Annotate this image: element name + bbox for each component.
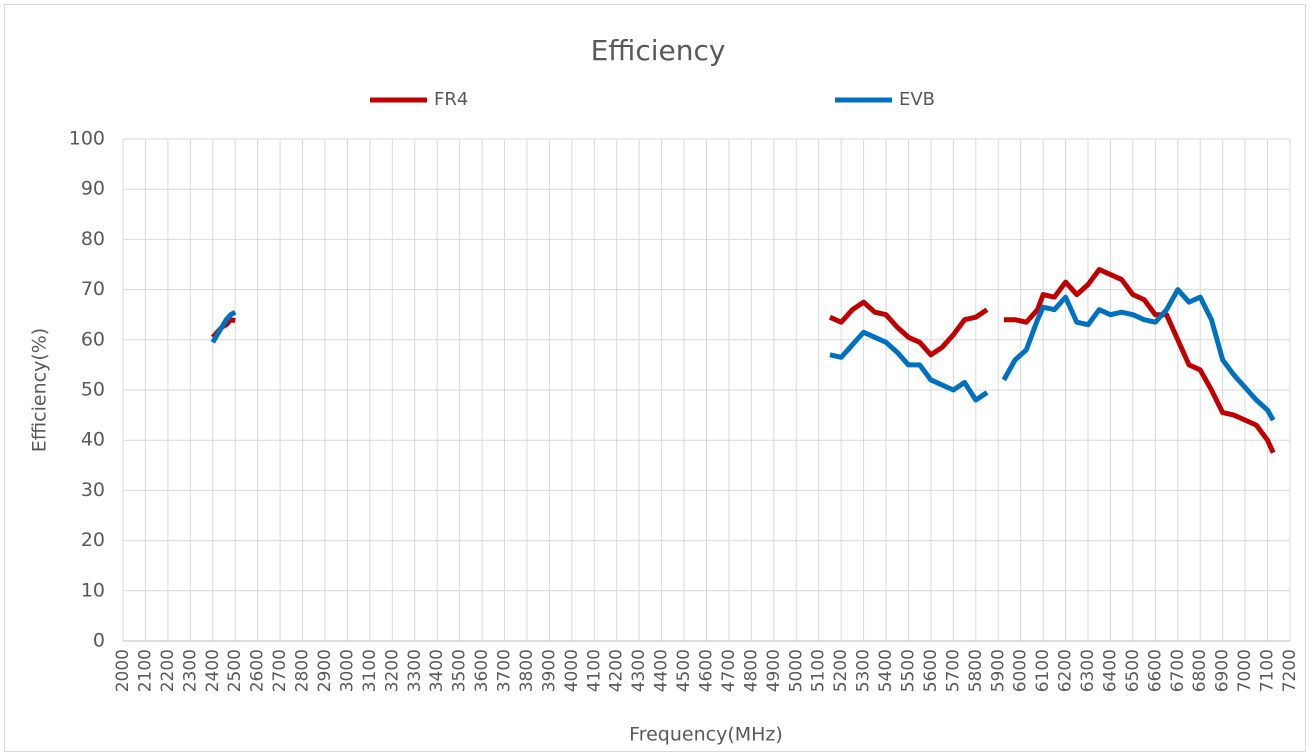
x-tick-label: 2400: [203, 649, 223, 692]
x-tick-label: 2700: [270, 649, 290, 692]
x-tick-label: 4200: [607, 649, 627, 692]
x-tick-label: 4100: [584, 649, 604, 692]
x-tick-label: 3100: [360, 649, 380, 692]
x-tick-label: 4800: [741, 649, 761, 692]
x-tick-label: 3600: [472, 649, 492, 692]
x-tick-label: 2000: [113, 649, 133, 692]
y-tick-label: 40: [81, 429, 105, 451]
x-tick-label: 6400: [1100, 649, 1120, 692]
x-tick-label: 5400: [876, 649, 896, 692]
x-tick-label: 3200: [382, 649, 402, 692]
x-tick-label: 2900: [315, 649, 335, 692]
x-tick-label: 2500: [225, 649, 245, 692]
x-tick-label: 4400: [652, 649, 672, 692]
x-tick-label: 5900: [988, 649, 1008, 692]
x-tick-label: 5600: [921, 649, 941, 692]
x-tick-label: 3400: [427, 649, 447, 692]
y-tick-label: 20: [81, 529, 105, 551]
x-tick-label: 6100: [1033, 649, 1053, 692]
x-tick-label: 3700: [495, 649, 515, 692]
x-axis-title: Frequency(MHz): [629, 724, 783, 746]
y-tick-label: 10: [81, 579, 105, 601]
x-tick-label: 6700: [1168, 649, 1188, 692]
x-tick-label: 5100: [809, 649, 829, 692]
x-tick-label: 3800: [517, 649, 537, 692]
y-tick-label: 30: [81, 479, 105, 501]
y-tick-label: 0: [93, 630, 105, 652]
x-tick-label: 7000: [1235, 649, 1255, 692]
x-tick-label: 7100: [1258, 649, 1278, 692]
y-tick-label: 100: [69, 128, 105, 150]
x-tick-label: 4700: [719, 649, 739, 692]
x-tick-label: 6500: [1123, 649, 1143, 692]
x-tick-label: 4500: [674, 649, 694, 692]
y-tick-label: 80: [81, 228, 105, 250]
x-tick-label: 6600: [1145, 649, 1165, 692]
x-tick-label: 5800: [966, 649, 986, 692]
x-tick-label: 4300: [629, 649, 649, 692]
x-tick-label: 6200: [1056, 649, 1076, 692]
x-tick-label: 4600: [697, 649, 717, 692]
x-tick-label: 4000: [562, 649, 582, 692]
x-tick-label: 5300: [854, 649, 874, 692]
x-tick-label: 2600: [248, 649, 268, 692]
x-tick-label: 3300: [405, 649, 425, 692]
x-tick-label: 6800: [1190, 649, 1210, 692]
y-tick-label: 70: [81, 278, 105, 300]
y-tick-label: 90: [81, 178, 105, 200]
x-tick-label: 6900: [1213, 649, 1233, 692]
x-tick-label: 6000: [1011, 649, 1031, 692]
legend-label: FR4: [434, 89, 468, 110]
x-tick-label: 3500: [450, 649, 470, 692]
x-tick-label: 5200: [831, 649, 851, 692]
chart-title: Efficiency: [591, 34, 726, 67]
x-tick-label: 3000: [337, 649, 357, 692]
x-tick-label: 4900: [764, 649, 784, 692]
chart-border: [4, 4, 1306, 752]
x-tick-label: 3900: [539, 649, 559, 692]
x-tick-label: 7200: [1280, 649, 1300, 692]
legend-label: EVB: [899, 89, 935, 110]
y-tick-label: 50: [81, 379, 105, 401]
data-line: [210, 287, 1276, 422]
x-tick-label: 5700: [943, 649, 963, 692]
x-tick-label: 2300: [180, 649, 200, 692]
x-tick-label: 6300: [1078, 649, 1098, 692]
x-tick-label: 2100: [135, 649, 155, 692]
x-tick-label: 2800: [293, 649, 313, 692]
x-tick-label: 2200: [158, 649, 178, 692]
y-tick-label: 60: [81, 328, 105, 350]
y-axis-title: Efficiency(%): [29, 328, 51, 452]
x-tick-label: 5500: [898, 649, 918, 692]
x-tick-label: 5000: [786, 649, 806, 692]
